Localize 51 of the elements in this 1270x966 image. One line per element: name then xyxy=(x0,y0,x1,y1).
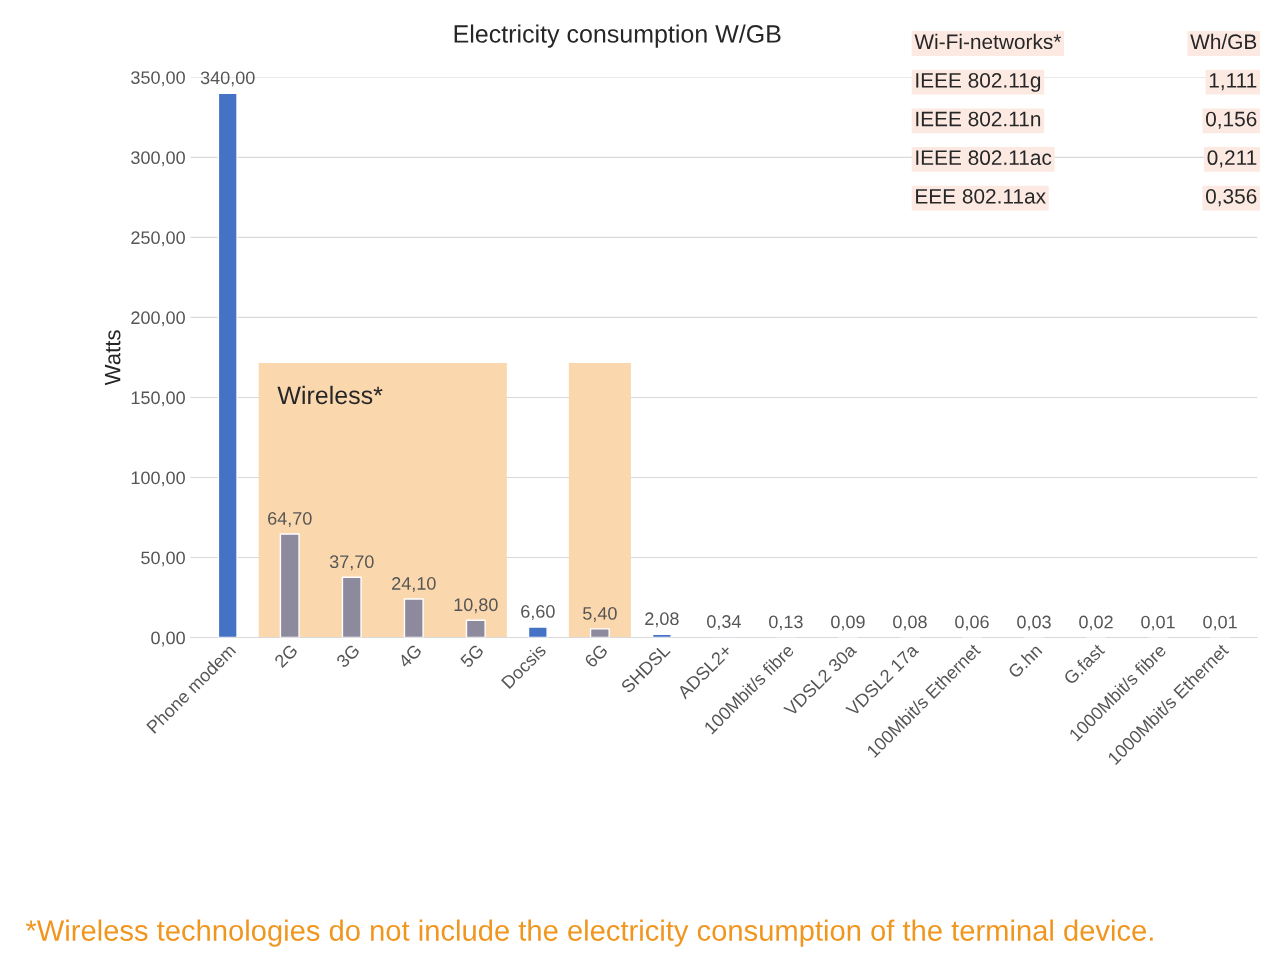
band-label: Wireless* xyxy=(277,385,383,405)
data-label: 64,70 xyxy=(268,512,312,527)
x-tick-label: 3G xyxy=(335,643,361,669)
data-label: 5,40 xyxy=(583,607,617,622)
y-tick-label: 250,00 xyxy=(131,231,185,247)
data-label: 0,03 xyxy=(1017,615,1051,631)
annotation: 0,356 xyxy=(1205,188,1257,207)
bar xyxy=(465,619,486,638)
annotation: EEE 802.11ax xyxy=(916,188,1046,204)
annotation: IEEE 802.11n xyxy=(916,111,1041,127)
data-label: 0,08 xyxy=(893,615,927,631)
data-label: 0,34 xyxy=(707,615,741,631)
annotation: IEEE 802.11ac xyxy=(916,150,1052,166)
x-tick-label: 6G xyxy=(583,643,609,669)
data-label: 0,09 xyxy=(831,615,865,631)
annotation: IEEE 802.11g xyxy=(916,73,1041,92)
x-tick-label: 4G xyxy=(397,643,423,669)
y-tick-label: 350,00 xyxy=(131,71,185,87)
bar xyxy=(403,598,424,638)
bar xyxy=(589,628,610,638)
text: Wh/GB xyxy=(1190,33,1257,50)
chart-title: Electricity consumption W/GB xyxy=(454,24,781,48)
data-label: 24,10 xyxy=(392,577,436,592)
data-label: 2,08 xyxy=(645,612,679,628)
y-tick-label: 0,00 xyxy=(151,631,185,647)
y-tick-label: 50,00 xyxy=(141,551,185,567)
data-label: 0,06 xyxy=(955,615,989,631)
bar xyxy=(341,576,362,638)
bar xyxy=(217,92,238,638)
data-label: 37,70 xyxy=(329,555,374,571)
y-tick-label: 300,00 xyxy=(131,151,185,167)
data-label: 10,80 xyxy=(454,598,498,614)
bar xyxy=(527,626,548,638)
text: *Wireless technologies do not include the electricity consumption of the terminal device. xyxy=(25,919,1153,947)
data-label: 6,60 xyxy=(521,605,555,620)
y-tick-label: 200,00 xyxy=(131,311,185,327)
data-label: 0,01 xyxy=(1141,615,1175,631)
x-tick-label: 5G xyxy=(459,643,485,669)
x-tick-label: 2G xyxy=(273,643,299,669)
y-tick-label: 150,00 xyxy=(131,391,185,407)
y-tick-label: 100,00 xyxy=(131,471,185,487)
bar xyxy=(279,533,300,638)
text: Wi-Fi-networks* xyxy=(914,33,1062,50)
data-label: 0,13 xyxy=(769,615,803,631)
annotation: 0,156 xyxy=(1205,111,1257,129)
y-axis-title: Watts xyxy=(104,330,121,386)
data-label: 340,00 xyxy=(200,71,255,87)
data-label: 0,01 xyxy=(1203,615,1237,631)
annotation: 1,111 xyxy=(1209,73,1257,91)
annotation: 0,211 xyxy=(1207,150,1257,168)
data-label: 0,02 xyxy=(1079,615,1113,631)
